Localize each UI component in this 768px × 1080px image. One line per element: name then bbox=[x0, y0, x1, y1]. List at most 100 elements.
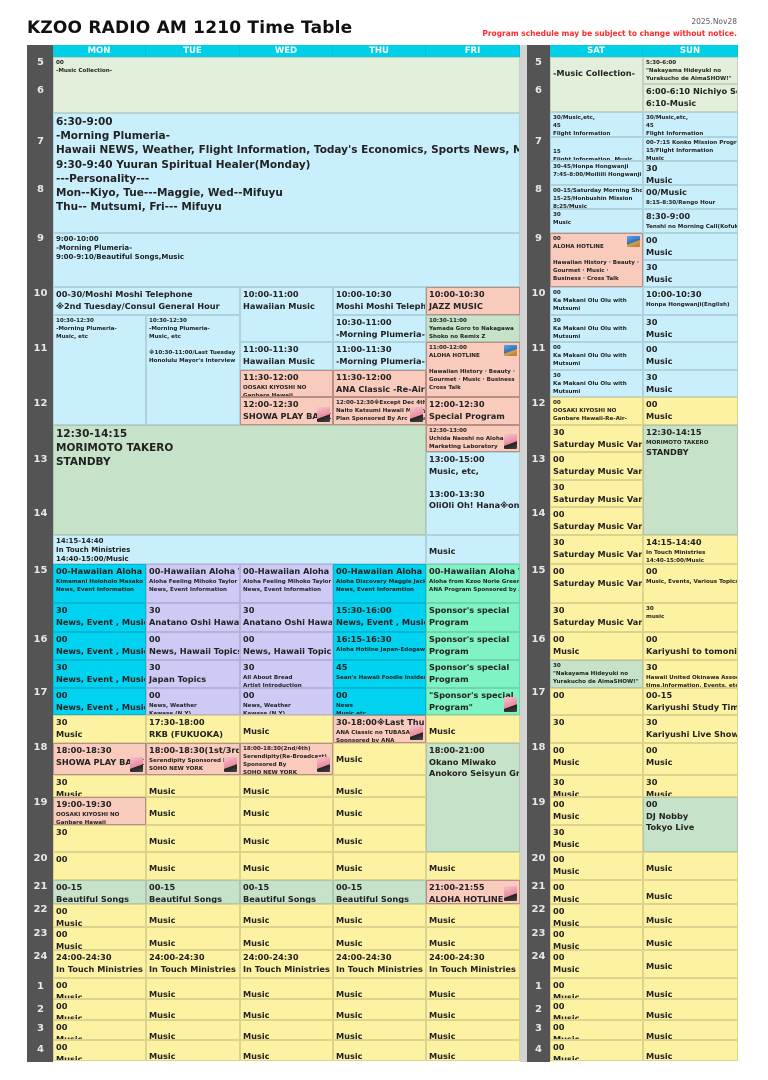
hour-label-weekday: 5 bbox=[37, 57, 44, 68]
program-cell: 10:30-12:30 -Morning Plumeria- Music, etc … bbox=[146, 315, 240, 425]
program-time: 11:00-11:30 bbox=[336, 344, 392, 354]
program-time: Sponsor's special bbox=[429, 634, 510, 644]
program-time: 19:00-19:30 bbox=[56, 799, 112, 809]
program-text: 8:15-8:30/Rengo Hour bbox=[646, 199, 716, 206]
hour-label-weekend: 5 bbox=[535, 57, 542, 68]
program-time: 13:00-15:00 bbox=[429, 454, 485, 464]
program-cell: 12:30-14:15 MORIMOTO TAKERO STANDBY bbox=[53, 425, 426, 535]
program-time: 5:30-6:00 bbox=[646, 60, 677, 66]
program-text: Program bbox=[429, 616, 469, 627]
hour-label-weekday: 1 bbox=[37, 981, 44, 992]
spacer bbox=[149, 854, 237, 863]
program-text: -Morning Plumeria- bbox=[336, 355, 425, 366]
program-text: Tenshi no Morning Call(Kofuku no bbox=[646, 223, 738, 230]
program-cell: Music bbox=[240, 715, 333, 743]
program-text: ALOHA HOTLINE bbox=[429, 353, 480, 359]
program-text: Ganbare Hawaii bbox=[243, 392, 293, 397]
program-cell: 14:15-14:40 In Touch Ministries 14:40-15:0… bbox=[643, 535, 738, 564]
program-cell: 00 bbox=[550, 688, 643, 715]
program-text: Anokoro Seisyun Graffiti bbox=[429, 768, 520, 779]
day-header-thu: THU bbox=[333, 45, 426, 57]
program-text: Anatano Oshi Hawaii bbox=[243, 616, 333, 627]
program-text: Music, etc, bbox=[429, 465, 479, 476]
hour-label-weekday: 15 bbox=[33, 565, 48, 576]
spacer bbox=[429, 929, 517, 938]
hour-label-weekday: 14 bbox=[33, 508, 48, 519]
spacer bbox=[646, 980, 735, 989]
program-time: Music bbox=[243, 915, 270, 925]
program-time: 00 bbox=[553, 906, 565, 916]
program-text: News bbox=[336, 702, 353, 709]
hour-label-weekday: 16 bbox=[33, 634, 48, 645]
program-text: Ka Makani Olu Olu with bbox=[553, 326, 627, 332]
program-time: 00 bbox=[553, 952, 565, 962]
program-time: Music bbox=[243, 836, 270, 846]
program-text: Kariyushi to tomoni bbox=[646, 645, 737, 656]
spacer bbox=[429, 980, 517, 989]
program-cell: 11:00-12:00 ALOHA HOTLINE Hawaiian Histor… bbox=[426, 342, 520, 397]
program-time: 30 bbox=[56, 605, 68, 615]
spacer bbox=[429, 1022, 517, 1031]
album-art-icon bbox=[130, 757, 143, 772]
program-text: -Morning Plumeria- bbox=[149, 326, 210, 332]
program-cell: 11:30-12:00 ANA Classic -Re-Air- bbox=[333, 370, 426, 397]
program-cell: Music bbox=[426, 535, 520, 564]
program-cell: 30 Japan Topics bbox=[146, 660, 240, 688]
hour-label-weekday: 2 bbox=[37, 1004, 44, 1015]
program-time: 00 bbox=[553, 1022, 565, 1032]
program-time: Music bbox=[429, 915, 456, 925]
program-text: All About Bread bbox=[243, 674, 293, 681]
program-time: 24:00-24:30 bbox=[56, 952, 112, 962]
column-divider bbox=[520, 45, 527, 1062]
program-cell: 30 Music bbox=[53, 715, 146, 743]
hour-label-weekday: 8 bbox=[37, 184, 44, 195]
program-text: Music bbox=[553, 220, 572, 226]
program-text: ALOHA HOTLINE bbox=[429, 893, 504, 904]
program-time: 30 bbox=[56, 827, 68, 837]
program-cell: 6:00-6:10 Nichiyo Seishuu6:10-Music bbox=[643, 84, 738, 112]
hour-label-weekend: 23 bbox=[531, 928, 546, 939]
program-text: SOHO NEW YORK bbox=[243, 770, 298, 775]
program-text: Shoko no Remix Z bbox=[429, 334, 486, 340]
hour-label-weekend: 2 bbox=[535, 1004, 542, 1015]
program-text: Music bbox=[553, 1012, 580, 1020]
program-cell: Music bbox=[146, 978, 240, 999]
aloha-hotline-photo-icon bbox=[504, 345, 517, 356]
program-time: 00 bbox=[646, 566, 658, 576]
spacer bbox=[429, 717, 517, 726]
program-text: In Touch Ministries bbox=[149, 963, 236, 974]
program-time: 10:30-12:30 bbox=[56, 318, 94, 324]
spacer bbox=[243, 1042, 330, 1051]
program-text: ---Personality--- bbox=[56, 172, 150, 185]
program-cell: 00-15 Beautiful Songs bbox=[53, 880, 146, 904]
program-cell: 18:00-18:30(1st/3rd) Serendipity Sponsore… bbox=[146, 743, 240, 775]
program-time: 11:00-12:00 bbox=[429, 345, 467, 351]
spacer bbox=[429, 1042, 517, 1051]
program-text: Hawaiian Music bbox=[243, 300, 315, 311]
spacer bbox=[243, 1022, 330, 1031]
program-text: 45 bbox=[646, 123, 654, 129]
hour-label-weekday: 19 bbox=[33, 797, 48, 808]
program-text: News, Hawaii Topics bbox=[149, 645, 240, 656]
hour-label-weekday: 7 bbox=[37, 136, 44, 147]
program-cell: 00/Music 8:15-8:30/Rengo Hour bbox=[643, 185, 738, 209]
program-text: Music, etc bbox=[149, 334, 181, 340]
album-art-icon bbox=[317, 407, 330, 422]
program-text: ALOHA HOTLINE bbox=[553, 244, 604, 250]
program-text: News, Hawaii Topics bbox=[243, 645, 333, 656]
program-text: Music bbox=[56, 1033, 83, 1040]
spacer bbox=[553, 139, 640, 148]
program-time: Music bbox=[243, 989, 270, 999]
album-art-icon bbox=[504, 697, 517, 712]
day-header-sat: SAT bbox=[550, 45, 643, 57]
program-text: Music bbox=[553, 865, 580, 876]
program-time: 00 bbox=[553, 1001, 565, 1011]
program-cell: 30 Music bbox=[550, 775, 643, 797]
program-text: In Touch Ministries bbox=[56, 963, 143, 974]
program-time: 00 bbox=[56, 634, 68, 644]
program-text: Naito Katsumi Hawaii Money bbox=[336, 408, 426, 414]
program-cell: 00 Music bbox=[53, 978, 146, 999]
program-time: 00 bbox=[243, 690, 255, 700]
program-text: Plan Sponsored By Arc & Partners bbox=[336, 416, 425, 422]
